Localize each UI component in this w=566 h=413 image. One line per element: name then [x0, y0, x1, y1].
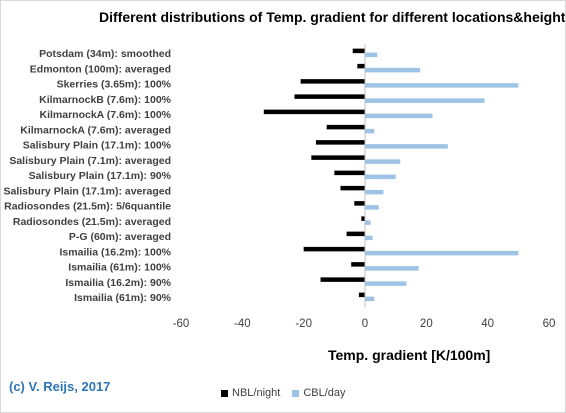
nbl-bar	[300, 79, 365, 84]
cbl-bar	[365, 174, 396, 180]
category-label: P-G (60m): averaged	[69, 231, 171, 243]
cbl-bar	[365, 250, 519, 256]
cbl-bar	[365, 296, 375, 302]
nbl-bar	[263, 109, 365, 115]
category-label: Salisbury Plain (17.1m): 100%	[23, 140, 172, 152]
nbl-bar	[303, 246, 365, 252]
legend-label-nbl: NBL/night	[232, 387, 281, 399]
category-label: Potsdam (34m): smoothed	[39, 48, 171, 60]
cbl-bar	[365, 235, 373, 241]
x-tick-label: -40	[234, 318, 251, 330]
nbl-bar	[340, 185, 365, 191]
category-label: Ismailia (16.2m): 100%	[60, 246, 172, 258]
x-tick-label: -20	[295, 318, 312, 330]
cbl-bar	[365, 67, 421, 73]
category-label: Salisbury Plain (7.1m): averaged	[9, 155, 171, 167]
nbl-bar	[326, 124, 365, 130]
cbl-bar	[365, 98, 485, 103]
legend-item-nbl: NBL/night	[221, 387, 280, 399]
x-tick-labels: -60 -40 -20 0 20 40 60	[173, 318, 556, 330]
category-label: Ismailia (61m): 90%	[74, 292, 172, 304]
nbl-bar	[311, 155, 365, 160]
cbl-bar	[365, 189, 384, 195]
cbl-bar	[365, 220, 371, 225]
nbl-bar	[320, 277, 365, 282]
nbl-bar	[352, 48, 365, 54]
legend-label-cbl: CBL/day	[303, 387, 346, 399]
x-tick-label: 40	[481, 318, 494, 330]
nbl-bar	[334, 170, 365, 176]
cbl-bar	[365, 52, 378, 58]
legend-swatch-cbl	[292, 389, 300, 397]
x-tick-label: 60	[543, 318, 556, 330]
category-label: Skerries (3.65m): 100%	[57, 79, 172, 91]
category-label: Ismailia (16.2m): 90%	[65, 277, 171, 289]
cbl-series-bars	[365, 52, 519, 302]
copyright-text: (c) V. Reijs, 2017	[9, 379, 111, 394]
category-label: KilmarnockA (7.6m): averaged	[20, 124, 171, 136]
x-axis-label: Temp. gradient [K/100m]	[328, 347, 491, 363]
category-label: Ismailia (61m): 100%	[68, 262, 171, 274]
category-label: Edmonton (100m): averaged	[30, 63, 171, 75]
x-tick-label: 20	[420, 318, 433, 330]
legend: NBL/night CBL/day	[221, 387, 346, 399]
x-tick-label: -60	[173, 318, 190, 330]
legend-item-cbl: CBL/day	[292, 387, 346, 399]
nbl-bar	[346, 231, 365, 237]
category-label: Radiosondes (21.5m): averaged	[13, 216, 171, 228]
category-label: Salisbury Plain (17.1m): 90%	[29, 170, 172, 182]
cbl-bar	[365, 205, 379, 210]
category-label: Radiosondes (21.5m): 5/6quantile	[4, 201, 171, 213]
cbl-bar	[365, 83, 519, 88]
nbl-bar	[357, 63, 365, 69]
cbl-bar	[365, 266, 419, 271]
nbl-bar	[351, 262, 365, 267]
cbl-bar	[365, 144, 448, 149]
nbl-bar	[361, 216, 365, 221]
x-tick-label: 0	[362, 318, 368, 330]
nbl-bar	[315, 140, 365, 145]
category-label: KilmarnockB (7.6m): 100%	[39, 94, 172, 106]
nbl-bar	[354, 201, 365, 206]
cbl-bar	[365, 128, 375, 134]
nbl-series-bars	[263, 48, 365, 298]
nbl-bar	[294, 94, 365, 99]
cbl-bar	[365, 281, 407, 286]
cbl-bar	[365, 159, 401, 164]
category-labels: Potsdam (34m): smoothed Edmonton (100m): …	[4, 48, 172, 304]
category-label: Salisbury Plain (17.1m): averaged	[4, 185, 172, 197]
chart-title: Different distributions of Temp. gradien…	[99, 9, 566, 25]
cbl-bar	[365, 113, 433, 119]
nbl-bar	[358, 292, 365, 298]
legend-swatch-nbl	[221, 389, 228, 397]
category-label: KilmarnockA (7.6m): 100%	[40, 109, 172, 121]
